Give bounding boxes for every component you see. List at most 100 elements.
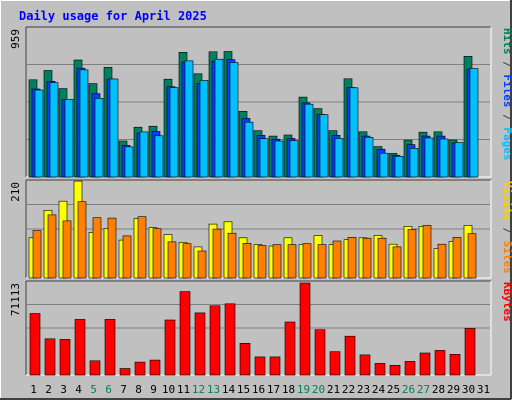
bar-kbytes-day-26 (404, 361, 416, 376)
bar-pages-day-11 (184, 60, 194, 178)
bar-sites-day-13 (212, 228, 222, 279)
bar-kbytes-day-22 (344, 335, 356, 376)
bar-kbytes-day-23 (359, 354, 371, 376)
bar-kbytes-day-17 (269, 356, 281, 376)
bar-kbytes-day-6 (104, 319, 116, 376)
bar-sites-day-4 (77, 201, 87, 279)
x-tick-label-day-16: 16 (252, 383, 265, 396)
bar-kbytes-day-2 (44, 338, 56, 376)
bar-sites-day-15 (242, 243, 252, 279)
legend-part: Files (501, 74, 512, 107)
chart-panels: 959 Hits / Files / Pages 210 Visits / Sites… (9, 26, 512, 376)
panel-middle: 210 Visits / Sites (9, 179, 512, 279)
bar-sites-day-30 (467, 233, 477, 279)
bar-sites-day-23 (362, 237, 372, 279)
bar-sites-day-5 (92, 217, 102, 279)
bar-sites-day-14 (227, 232, 237, 279)
bar-pages-day-9 (154, 135, 164, 178)
x-tick-label-day-19: 19 (297, 383, 310, 396)
bar-sites-day-6 (107, 217, 117, 279)
bar-kbytes-day-11 (179, 291, 191, 376)
bar-kbytes-day-21 (329, 351, 341, 376)
bar-pages-day-20 (319, 114, 329, 178)
bar-sites-day-3 (62, 220, 72, 279)
bar-kbytes-day-27 (419, 352, 431, 376)
x-tick-label-day-22: 22 (342, 383, 355, 396)
panel-legend-label: Hits / Files / Pages (501, 28, 512, 161)
bar-pages-day-19 (304, 103, 314, 178)
bar-kbytes-day-18 (284, 321, 296, 376)
bar-pages-day-28 (439, 138, 449, 178)
bar-sites-day-18 (287, 244, 297, 279)
panel-legend-label: Visits / Sites (501, 181, 512, 274)
bar-pages-day-21 (334, 138, 344, 178)
bar-sites-day-10 (167, 241, 177, 279)
bar-kbytes-day-30 (464, 328, 476, 376)
x-tick-label-day-24: 24 (372, 383, 386, 396)
x-axis-tick-labels: 1 2 3 4 5 6 7 8 9 10 11 12 13 14 15 16 17 18 19 20 21 22 23 24 2… (30, 383, 490, 396)
bar-sites-day-29 (452, 237, 462, 279)
bar-sites-day-9 (152, 228, 162, 279)
bar-pages-day-4 (79, 69, 89, 178)
bar-pages-day-7 (124, 146, 134, 178)
chart-title: Daily usage for April 2025 (19, 9, 207, 23)
panel-legend-label: KBytes (501, 282, 512, 322)
bar-sites-day-7 (122, 235, 132, 279)
bar-kbytes-day-14 (224, 303, 236, 376)
x-tick-label-day-10: 10 (162, 383, 175, 396)
x-tick-label-day-13: 13 (207, 383, 220, 396)
legend-part: Pages (501, 127, 512, 160)
bar-kbytes-day-10 (164, 319, 176, 376)
bar-kbytes-day-4 (74, 319, 86, 376)
x-tick-label-day-5: 5 (90, 383, 97, 396)
bar-kbytes-day-24 (374, 363, 386, 376)
x-tick-label-day-14: 14 (222, 383, 236, 396)
x-tick-label-day-8: 8 (135, 383, 142, 396)
x-tick-label-day-27: 27 (417, 383, 430, 396)
bar-pages-day-12 (199, 80, 209, 178)
legend-part: KBytes (501, 282, 512, 322)
x-tick-label-day-28: 28 (432, 383, 445, 396)
x-tick-label-day-4: 4 (75, 383, 82, 396)
panel-max-label: 959 (9, 29, 22, 49)
bar-pages-day-24 (379, 152, 389, 178)
x-tick-label-day-3: 3 (60, 383, 67, 396)
bar-kbytes-day-20 (314, 329, 326, 376)
bar-pages-day-29 (454, 142, 464, 178)
legend-part: / (501, 55, 512, 75)
legend-part: / (501, 108, 512, 128)
bar-pages-day-1 (34, 89, 44, 178)
bar-kbytes-day-12 (194, 312, 206, 376)
bar-kbytes-day-9 (149, 359, 161, 376)
x-tick-label-day-29: 29 (447, 383, 460, 396)
x-tick-label-day-30: 30 (462, 383, 475, 396)
bar-pages-day-5 (94, 98, 104, 178)
bar-kbytes-day-16 (254, 356, 266, 376)
bar-pages-day-16 (259, 138, 269, 178)
bar-sites-day-25 (392, 246, 402, 279)
x-tick-label-day-21: 21 (327, 383, 340, 396)
bar-sites-day-17 (272, 244, 282, 279)
legend-part: Visits (501, 181, 512, 221)
x-tick-label-day-25: 25 (387, 383, 400, 396)
bar-sites-day-16 (257, 245, 267, 279)
x-tick-label-day-23: 23 (357, 383, 370, 396)
bar-pages-day-17 (274, 140, 284, 178)
panel-top: 959 Hits / Files / Pages (9, 26, 512, 178)
legend-part: Hits (501, 28, 512, 55)
bar-pages-day-3 (64, 99, 74, 178)
bar-pages-day-22 (349, 87, 359, 178)
bar-pages-day-8 (139, 131, 149, 178)
bar-kbytes-day-25 (389, 364, 401, 376)
x-tick-label-day-9: 9 (150, 383, 157, 396)
panel-max-label: 210 (9, 182, 22, 202)
legend-part: Sites (501, 241, 512, 274)
x-tick-label-day-11: 11 (177, 383, 190, 396)
bar-pages-day-2 (49, 82, 59, 178)
x-tick-label-day-12: 12 (192, 383, 205, 396)
bar-pages-day-27 (424, 137, 434, 178)
bar-sites-day-19 (302, 243, 312, 279)
bar-kbytes-day-29 (449, 353, 461, 376)
bar-sites-day-28 (437, 243, 447, 279)
